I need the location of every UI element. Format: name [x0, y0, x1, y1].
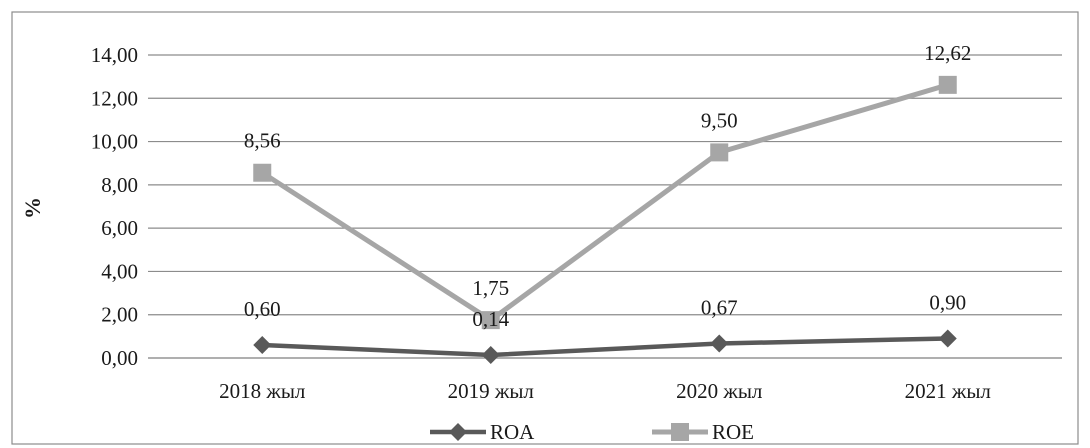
roa-point	[710, 334, 729, 353]
series	[253, 75, 957, 364]
roe-point	[253, 163, 272, 182]
roa-legend-marker	[449, 423, 467, 441]
y-tick-label: 10,00	[91, 130, 138, 154]
roe-data-label: 1,75	[472, 276, 509, 300]
roe-legend-marker	[671, 423, 689, 441]
x-tick-label: 2018 жыл	[219, 379, 305, 403]
y-axis-ticks: 0,00 2,00 4,00 6,00 8,00 10,00 12,00 14,00	[91, 43, 138, 370]
roe-data-label: 8,56	[244, 129, 281, 153]
legend: ROA ROE	[430, 420, 754, 444]
roa-data-label: 0,60	[244, 297, 281, 321]
roa-legend-label: ROA	[490, 420, 535, 444]
x-axis-ticks: 2018 жыл 2019 жыл 2020 жыл 2021 жыл	[219, 379, 991, 403]
roe-point	[938, 75, 957, 94]
x-tick-label: 2019 жыл	[448, 379, 534, 403]
y-tick-label: 2,00	[101, 303, 138, 327]
y-tick-label: 8,00	[101, 173, 138, 197]
roe-point	[710, 143, 729, 162]
roa-point	[938, 329, 957, 348]
y-tick-label: 4,00	[101, 259, 138, 283]
roa-point	[253, 336, 272, 355]
roe-point	[481, 311, 500, 330]
y-tick-label: 6,00	[101, 216, 138, 240]
roe-data-label: 12,62	[924, 41, 971, 65]
roe-data-label: 9,50	[701, 108, 738, 132]
data-labels: 8,56 1,75 9,50 12,62 0,60 0,14 0,67 0,90	[244, 41, 972, 331]
roa-data-label: 0,14	[472, 307, 509, 331]
roe-line	[260, 82, 949, 323]
roa-point	[481, 345, 500, 364]
y-tick-label: 12,00	[91, 86, 138, 110]
y-tick-label: 14,00	[91, 43, 138, 67]
roa-line	[262, 336, 948, 358]
x-tick-label: 2021 жыл	[905, 379, 991, 403]
roe-legend-label: ROE	[712, 420, 754, 444]
x-tick-label: 2020 жыл	[676, 379, 762, 403]
roa-data-label: 0,67	[701, 295, 738, 319]
roa-data-label: 0,90	[929, 291, 966, 315]
y-tick-label: 0,00	[101, 346, 138, 370]
y-axis-title: %	[20, 197, 45, 219]
